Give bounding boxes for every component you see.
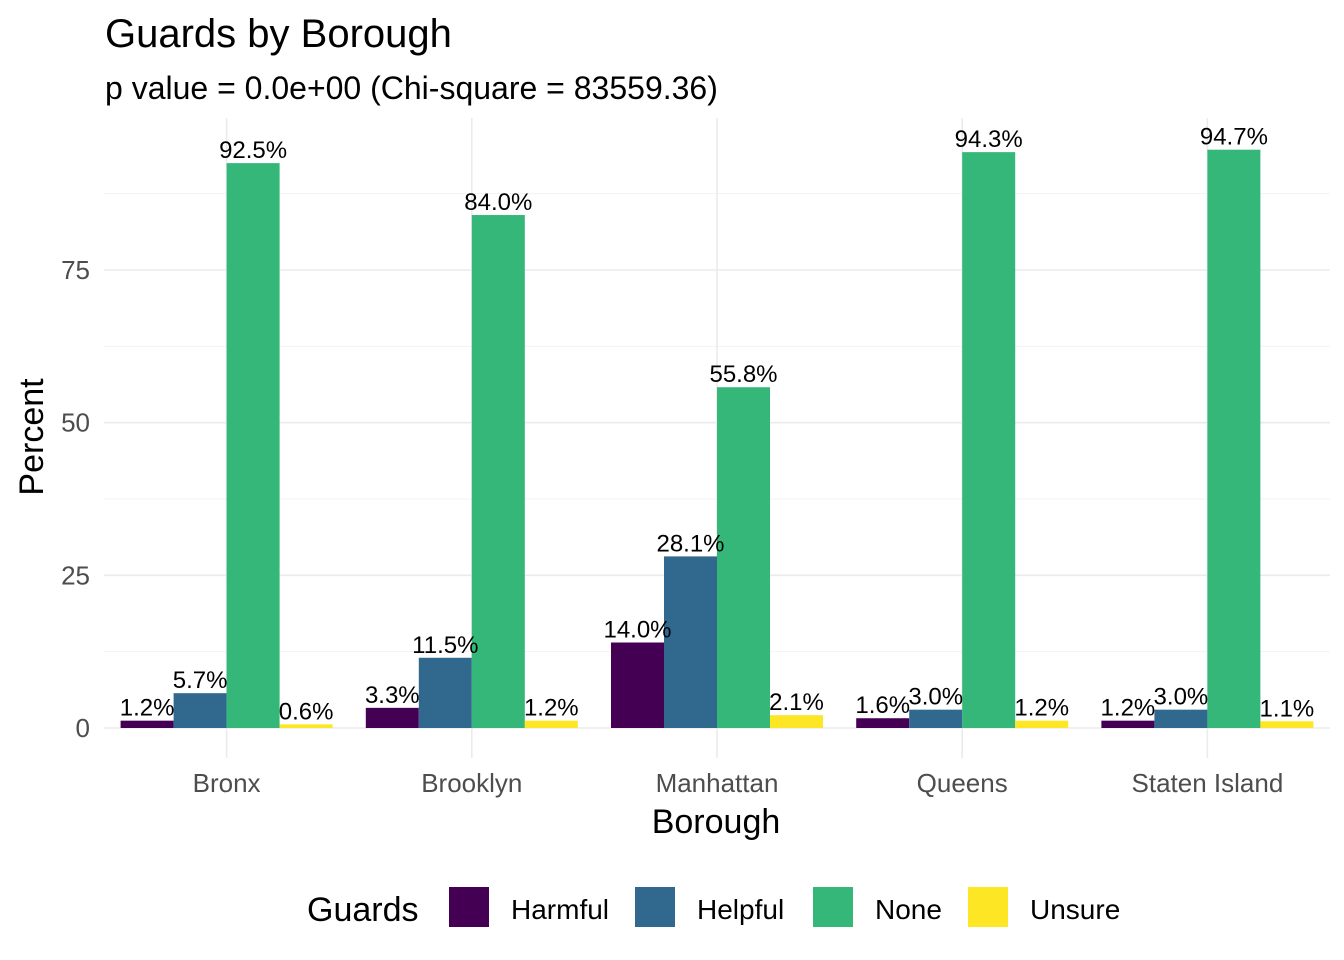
bar-value-label: 94.7% — [1200, 124, 1268, 151]
legend-key-none — [813, 887, 853, 927]
bar-unsure — [1015, 720, 1069, 728]
chart-title: Guards by Borough — [105, 12, 452, 56]
y-tick-label: 50 — [61, 408, 90, 438]
bar-harmful — [1101, 720, 1155, 728]
bar-helpful — [664, 556, 717, 728]
legend-key-helpful — [635, 887, 675, 927]
x-tick-label: Bronx — [193, 768, 261, 798]
bar-value-label: 3.3% — [365, 682, 420, 709]
bar-value-label: 1.2% — [524, 695, 579, 722]
bar-helpful — [418, 657, 472, 728]
bar-value-label: 1.6% — [855, 692, 910, 719]
legend-key-unsure — [968, 887, 1008, 927]
legend-label: Helpful — [697, 894, 784, 925]
data-labels: 1.2% 3.3%14.0%1.6% 1.2%5.7%11.5%28.1%3.0% 3… — [120, 124, 1315, 726]
bar-harmful — [611, 642, 664, 728]
legend-title: Guards — [307, 891, 419, 929]
x-axis-ticks: Bronx Brooklyn Manhattan Queens Staten Islan… — [193, 768, 1284, 798]
x-axis-title: Borough — [652, 803, 781, 841]
bar-value-label: 94.3% — [955, 126, 1023, 153]
bar-unsure — [279, 724, 333, 728]
bar-harmful — [856, 718, 910, 728]
bar-value-label: 14.0% — [603, 617, 671, 644]
bar-none — [962, 152, 1016, 728]
bar-value-label: 1.2% — [1014, 695, 1069, 722]
y-axis-ticks: 0 25 50 75 — [61, 255, 90, 743]
bar-value-label: 1.2% — [120, 695, 175, 722]
bar-unsure — [770, 715, 823, 728]
legend-key-harmful — [449, 887, 489, 927]
y-tick-label: 75 — [61, 255, 90, 285]
legend-label: Unsure — [1030, 894, 1120, 925]
bar-value-label: 2.1% — [769, 689, 824, 716]
bar-value-label: 92.5% — [219, 137, 287, 164]
x-tick-label: Queens — [917, 768, 1008, 798]
bar-helpful — [173, 693, 227, 728]
x-tick-label: Manhattan — [656, 768, 779, 798]
legend: Guards Harmful Helpful None Unsure — [307, 887, 1120, 929]
legend-label: None — [875, 894, 942, 925]
y-axis-title: Percent — [13, 378, 51, 496]
bar-value-label: 3.0% — [908, 684, 963, 711]
bar-value-label: 84.0% — [464, 189, 532, 216]
bar-value-label: 1.1% — [1260, 695, 1315, 722]
bar-value-label: 5.7% — [173, 667, 228, 694]
bar-value-label: 28.1% — [656, 530, 724, 557]
chart-subtitle: p value = 0.0e+00 (Chi-square = 83559.36… — [105, 70, 718, 106]
x-tick-label: Brooklyn — [421, 768, 522, 798]
bar-value-label: 0.6% — [279, 698, 334, 725]
bar-none — [226, 163, 280, 729]
bar-helpful — [909, 709, 963, 728]
bar-harmful — [365, 707, 419, 728]
bar-none — [1207, 149, 1261, 728]
bar-harmful — [120, 720, 174, 728]
bars — [120, 149, 1314, 729]
bar-value-label: 11.5% — [412, 632, 478, 659]
bar-unsure — [1260, 721, 1314, 728]
x-tick-label: Staten Island — [1132, 768, 1284, 798]
bar-value-label: 55.8% — [709, 361, 777, 388]
y-tick-label: 0 — [76, 713, 90, 743]
bar-none — [471, 215, 525, 729]
legend-label: Harmful — [511, 894, 609, 925]
y-tick-label: 25 — [61, 560, 90, 590]
bar-helpful — [1154, 709, 1208, 728]
bar-none — [717, 387, 770, 728]
bar-value-label: 1.2% — [1101, 695, 1156, 722]
bar-value-label: 3.0% — [1154, 684, 1209, 711]
bar-unsure — [524, 720, 578, 728]
